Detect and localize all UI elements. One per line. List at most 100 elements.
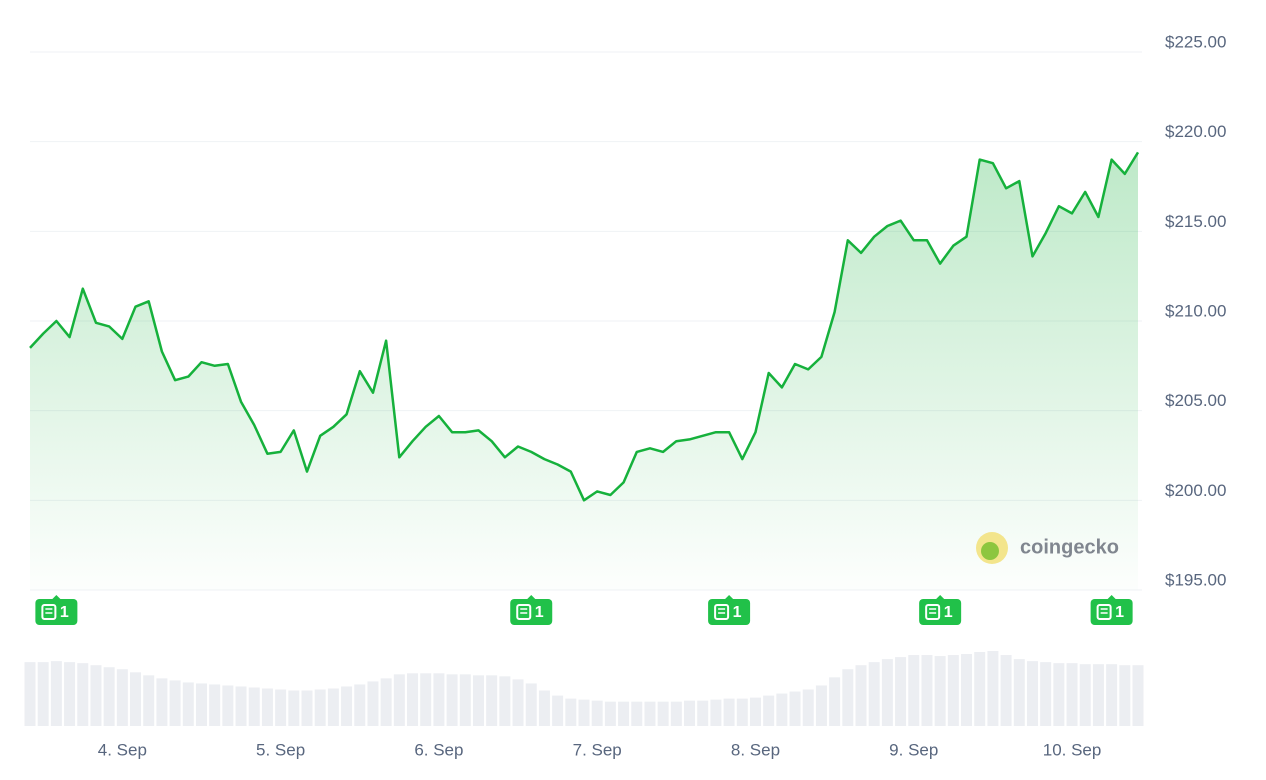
news-badge[interactable]: 1 (708, 595, 751, 625)
x-tick-label: 9. Sep (889, 740, 938, 759)
news-icon (41, 604, 57, 620)
news-count: 1 (535, 604, 544, 621)
volume-bar (37, 662, 49, 726)
volume-bar (354, 684, 366, 726)
volume-bar (538, 690, 550, 726)
badge-pointer (51, 595, 62, 600)
volume-bar (512, 679, 524, 726)
volume-bar (77, 663, 89, 726)
volume-bar (1000, 655, 1012, 726)
news-badge[interactable]: 1 (1090, 595, 1133, 625)
volume-bar (1026, 661, 1038, 726)
volume-bar (829, 677, 841, 726)
volume-bar (842, 669, 854, 726)
volume-bar (815, 685, 827, 726)
volume-bar (116, 669, 128, 726)
volume-bar (499, 676, 511, 726)
volume-bar (1013, 659, 1025, 726)
y-tick-label: $205.00 (1165, 391, 1226, 410)
volume-bar (631, 701, 643, 726)
news-count: 1 (60, 604, 69, 621)
y-tick-label: $225.00 (1165, 32, 1226, 51)
volume-bar (1053, 663, 1065, 726)
volume-bar (327, 688, 339, 726)
x-tick-label: 4. Sep (98, 740, 147, 759)
volume-bar (50, 661, 62, 726)
news-badge[interactable]: 1 (510, 595, 553, 625)
volume-bar (222, 685, 234, 726)
news-badge[interactable]: 1 (919, 595, 962, 625)
volume-bar (301, 690, 313, 726)
volume-bar (974, 652, 986, 726)
volume-bar (684, 700, 696, 726)
volume-bar (156, 678, 168, 726)
volume-bar (90, 665, 102, 726)
volume-bar (736, 698, 748, 726)
news-icon (1096, 604, 1112, 620)
volume-bar (525, 683, 537, 726)
x-tick-label: 7. Sep (573, 740, 622, 759)
badge-pointer (526, 595, 537, 600)
volume-bar (697, 700, 709, 726)
y-tick-label: $210.00 (1165, 301, 1226, 320)
news-count: 1 (733, 604, 742, 621)
volume-bar (881, 659, 893, 726)
volume-bar (1119, 665, 1131, 726)
volume-bar (644, 701, 656, 726)
x-tick-label: 5. Sep (256, 740, 305, 759)
badge-pointer (724, 595, 735, 600)
news-count: 1 (1115, 604, 1124, 621)
volume-bar (169, 680, 181, 726)
volume-bar (182, 682, 194, 726)
volume-bar (895, 657, 907, 726)
badge-pointer (1106, 595, 1117, 600)
volume-bar (670, 701, 682, 726)
volume-bar (961, 654, 973, 726)
volume-bar (947, 655, 959, 726)
news-icon (516, 604, 532, 620)
volume-bar (367, 681, 379, 726)
volume-bar (921, 655, 933, 726)
volume-bar (565, 698, 577, 726)
volume-bar (103, 667, 115, 726)
volume-bar (486, 675, 498, 726)
volume-bar (380, 678, 392, 726)
volume-bar (855, 665, 867, 726)
volume-bar (407, 673, 419, 726)
volume-bar (987, 651, 999, 726)
watermark: coingecko (976, 532, 1119, 564)
volume-bar (934, 656, 946, 726)
volume-bar (1092, 664, 1104, 726)
volume-bar (657, 701, 669, 726)
volume-bar (393, 674, 405, 726)
volume-bar (24, 662, 36, 726)
volume-bar (195, 683, 207, 726)
volume-bar (776, 693, 788, 726)
news-icon (714, 604, 730, 620)
volume-bar (248, 687, 260, 726)
news-badge[interactable]: 1 (35, 595, 78, 625)
volume-bar (288, 690, 300, 726)
x-tick-label: 10. Sep (1043, 740, 1102, 759)
volume-bar (143, 675, 155, 726)
volume-bar (1040, 662, 1052, 726)
volume-bar (868, 662, 880, 726)
volume-bar (209, 684, 221, 726)
volume-bar (261, 688, 273, 726)
volume-bar (908, 655, 920, 726)
volume-bar (1066, 663, 1078, 726)
volume-bar (618, 701, 630, 726)
volume-bar (578, 699, 590, 726)
news-icon (925, 604, 941, 620)
volume-bar (749, 697, 761, 726)
volume-bar (763, 695, 775, 726)
volume-bar (604, 701, 616, 726)
volume-bar (710, 699, 722, 726)
volume-bar (314, 689, 326, 726)
volume-bar (723, 698, 735, 726)
volume-bar (552, 695, 564, 726)
y-tick-label: $200.00 (1165, 481, 1226, 500)
volume-bar (802, 689, 814, 726)
volume-bar (341, 686, 353, 726)
